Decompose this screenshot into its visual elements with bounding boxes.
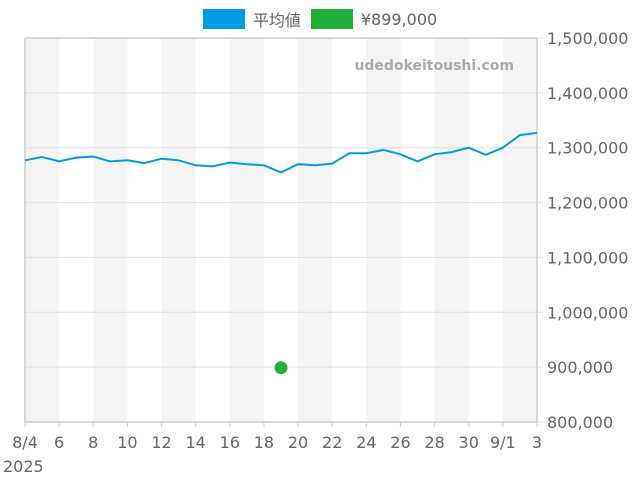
alternating-bands [25,38,537,422]
x-tick-label: 24 [356,433,376,452]
legend-item-price[interactable]: ¥899,000 [310,9,438,29]
x-tick-label: 8/4 [12,433,38,452]
y-tick-label: 1,300,000 [547,139,628,158]
x-tick-label: 26 [390,433,410,452]
average-price-line[interactable] [24,131,538,174]
x-tick-label: 30 [459,433,479,452]
x-tick-label: 9/1 [490,433,516,452]
watermark: udedokeitoushi.com [354,58,514,74]
x-tick-label: 10 [117,433,137,452]
axes [24,37,538,423]
x-tick-label: 12 [151,433,171,452]
y-tick-label: 800,000 [547,413,613,432]
x-tick-label: 8 [88,433,98,452]
y-tick-label: 1,200,000 [547,194,628,213]
x-axis-ticks: 8/4 6 8 10 12 14 16 18 20 22 24 26 28 30 9/1 3 [12,422,542,452]
x-tick-label: 22 [322,433,342,452]
y-tick-label: 1,000,000 [547,303,628,322]
price-point[interactable] [274,361,288,375]
y-tick-label: 900,000 [547,358,613,377]
x-tick-label: 18 [254,433,274,452]
legend-label-price: ¥899,000 [360,9,438,29]
x-tick-label: 14 [185,433,205,452]
x-tick-label: 3 [532,433,542,452]
x-axis-year-label: 2025 [3,457,44,476]
x-tick-label: 16 [220,433,240,452]
legend-swatch-price [310,9,353,29]
y-axis-ticks: 800,000 900,000 1,000,000 1,100,000 1,200,00… [547,29,628,432]
x-tick-label: 20 [288,433,308,452]
legend: 平均値 ¥899,000 [0,7,640,31]
y-tick-label: 1,400,000 [547,84,628,103]
x-tick-label: 28 [424,433,444,452]
y-tick-label: 1,500,000 [547,29,628,48]
listing-price-points [274,361,288,375]
legend-item-average[interactable]: 平均値 [202,7,301,31]
legend-swatch-average [202,9,245,29]
legend-label-average: 平均値 [252,11,301,30]
y-tick-label: 1,100,000 [547,248,628,267]
x-tick-label: 6 [54,433,64,452]
